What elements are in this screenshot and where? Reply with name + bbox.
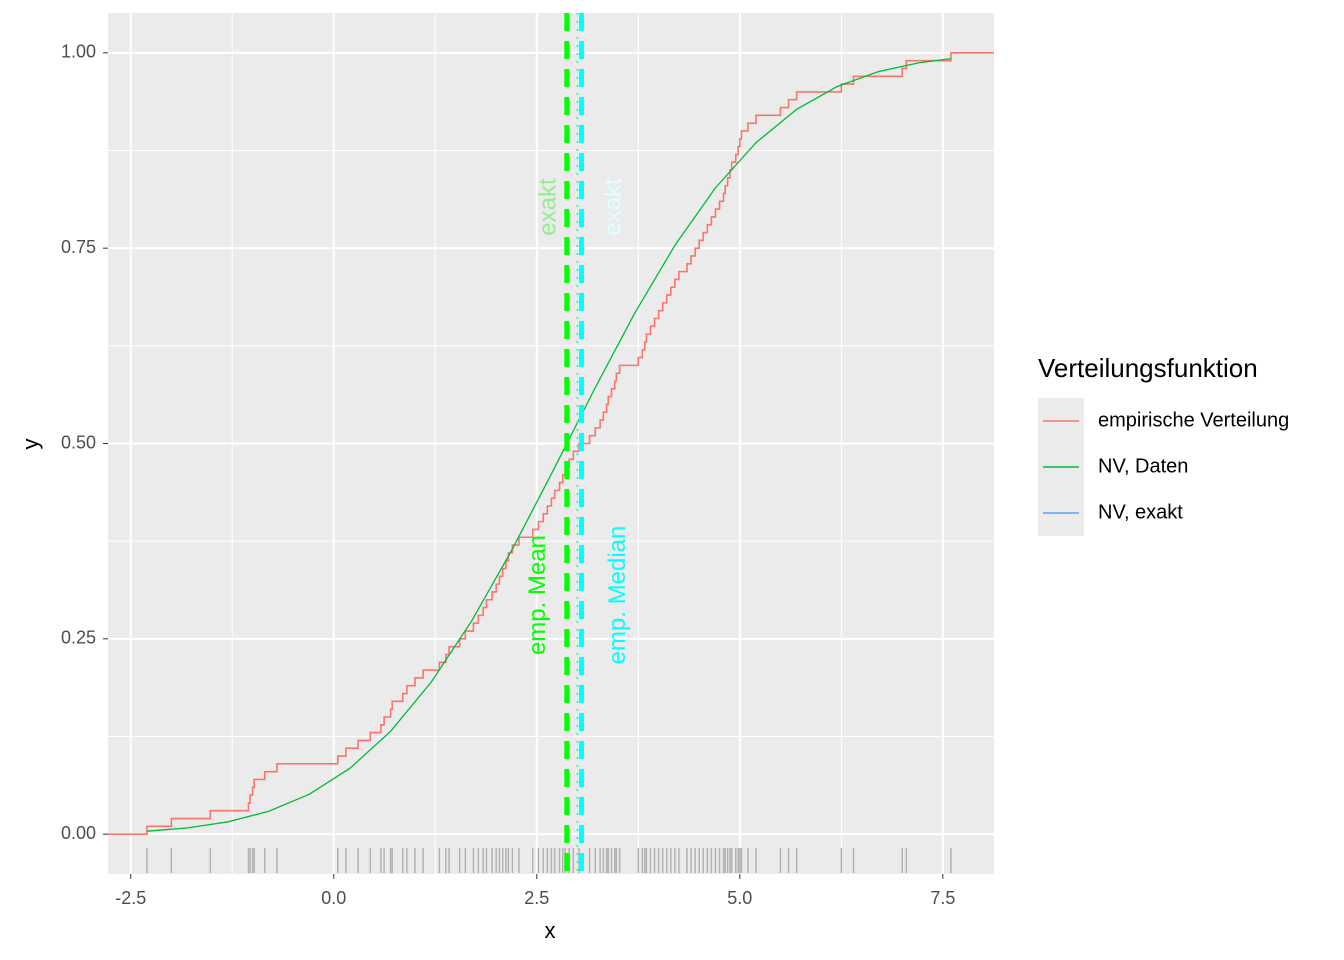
x-tick-label: -2.5 [115,888,146,908]
y-tick-label: 0.50 [61,432,96,452]
cdf-line [146,57,952,832]
y-tick-label: 0.00 [61,823,96,843]
reference-label: exakt [535,178,562,236]
reference-label: emp. Median [604,526,631,665]
y-tick-label: 0.25 [61,628,96,648]
ecdf-line [108,52,994,835]
x-tick-label: 5.0 [727,888,752,908]
x-tick-label: 7.5 [930,888,955,908]
x-axis-title: x [545,918,556,943]
reference-label: exakt [600,178,627,236]
reference-label: emp. Mean [524,535,551,655]
x-tick-label: 0.0 [321,888,346,908]
legend-label: NV, Daten [1098,455,1188,477]
legend-label: NV, exakt [1098,501,1183,523]
y-tick-label: 1.00 [61,42,96,62]
legend-title: Verteilungsfunktion [1038,353,1258,383]
y-axis-title: y [18,439,43,450]
y-tick-label: 0.75 [61,237,96,257]
x-tick-label: 2.5 [524,888,549,908]
legend-label: empirische Verteilung [1098,409,1289,431]
